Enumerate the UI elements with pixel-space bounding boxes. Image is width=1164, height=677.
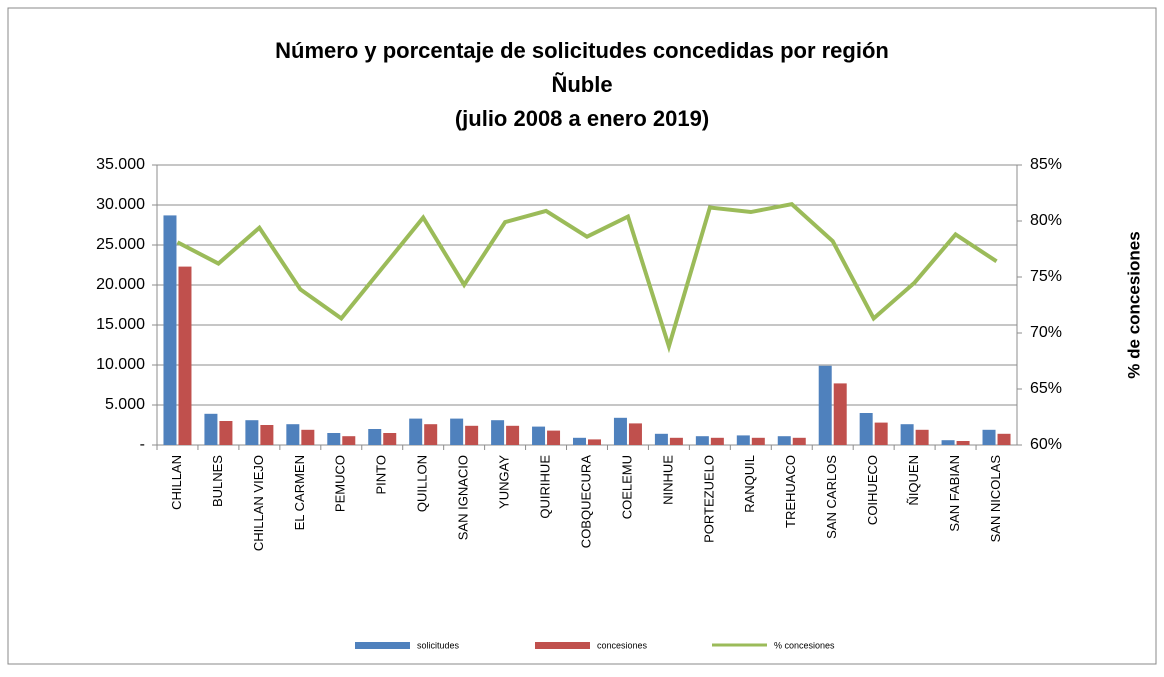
line xyxy=(176,202,998,354)
bar xyxy=(941,440,955,445)
bar xyxy=(695,436,709,445)
x-tick-label: BULNES xyxy=(210,455,225,507)
y2-tick-label: 85% xyxy=(1030,156,1062,173)
bar xyxy=(982,429,996,445)
bar xyxy=(163,215,177,445)
x-tick-label: PINTO xyxy=(374,455,389,495)
y-tick-label: 10.000 xyxy=(96,356,145,373)
bar xyxy=(613,417,627,445)
bar xyxy=(833,383,847,445)
bar xyxy=(900,424,914,445)
bar xyxy=(792,437,806,445)
legend-swatch xyxy=(535,642,590,649)
y2-tick-label: 65% xyxy=(1030,380,1062,397)
chart-title: (julio 2008 a enero 2019) xyxy=(455,106,709,131)
x-tick-label: EL CARMEN xyxy=(292,455,307,530)
x-tick-label: CHILLAN xyxy=(169,455,184,510)
y2-tick-label: 75% xyxy=(1030,268,1062,285)
bar xyxy=(859,413,873,445)
x-tick-label: COELEMU xyxy=(619,455,634,519)
bar xyxy=(532,426,546,445)
x-tick-label: RANQUIL xyxy=(742,455,757,513)
bar xyxy=(997,433,1011,445)
y-tick-label: 20.000 xyxy=(96,276,145,293)
bar xyxy=(818,365,832,445)
bar xyxy=(327,433,341,445)
y2-axis-label: % de concesiones xyxy=(1124,231,1143,378)
chart-frame xyxy=(7,7,1157,665)
bar xyxy=(260,425,274,445)
bar xyxy=(547,430,561,445)
x-tick-label: YUNGAY xyxy=(497,455,512,509)
bar xyxy=(465,425,479,445)
legend-label: concesiones xyxy=(597,640,648,650)
bar xyxy=(573,437,586,445)
x-tick-label: CHILLAN VIEJO xyxy=(251,455,266,551)
bar xyxy=(588,439,601,445)
legend-label: % concesiones xyxy=(774,640,835,650)
bar xyxy=(178,266,192,445)
x-tick-label: NINHUE xyxy=(660,455,675,505)
bar xyxy=(383,433,397,445)
x-tick-label: TREHUACO xyxy=(783,455,798,528)
x-tick-label: COIHUECO xyxy=(865,455,880,525)
bar xyxy=(710,437,724,445)
bar xyxy=(301,429,315,445)
y2-tick-label: 80% xyxy=(1030,212,1062,229)
bar xyxy=(874,422,888,445)
chart-title: Ñuble xyxy=(551,72,612,97)
bar xyxy=(409,418,423,445)
bar xyxy=(286,424,300,445)
legend-swatch xyxy=(355,642,410,649)
y-tick-label: 30.000 xyxy=(96,196,145,213)
bar xyxy=(736,435,750,445)
bar xyxy=(654,433,668,445)
bar xyxy=(628,423,642,445)
bar xyxy=(450,418,464,445)
x-tick-label: PORTEZUELO xyxy=(701,455,716,543)
bar xyxy=(245,420,259,445)
y-tick-label: - xyxy=(140,436,145,453)
y-tick-label: 35.000 xyxy=(96,156,145,173)
y2-tick-label: 70% xyxy=(1030,324,1062,341)
bar xyxy=(915,429,929,445)
chart-title: Número y porcentaje de solicitudes conce… xyxy=(275,38,889,63)
y-tick-label: 25.000 xyxy=(96,236,145,253)
bar xyxy=(777,436,791,445)
y-tick-label: 5.000 xyxy=(105,396,145,413)
y-tick-label: 15.000 xyxy=(96,316,145,333)
x-tick-label: PEMUCO xyxy=(333,455,348,512)
bar xyxy=(204,413,218,445)
legend-label: solicitudes xyxy=(417,640,460,650)
x-tick-label: SAN NICOLAS xyxy=(988,455,1003,543)
bar xyxy=(956,441,970,445)
x-tick-label: COBQUECURA xyxy=(578,455,593,549)
x-tick-label: QUIRIHUE xyxy=(537,455,552,519)
y2-tick-label: 60% xyxy=(1030,436,1062,453)
bar xyxy=(368,429,382,445)
bar xyxy=(342,436,356,445)
bar xyxy=(424,424,438,445)
bar xyxy=(219,421,233,445)
x-tick-label: SAN IGNACIO xyxy=(456,455,471,540)
x-tick-label: ÑIQUEN xyxy=(906,455,921,506)
bar xyxy=(751,437,765,445)
x-tick-label: QUILLON xyxy=(415,455,430,512)
x-tick-label: SAN FABIAN xyxy=(947,455,962,532)
bar xyxy=(669,437,683,445)
x-tick-label: SAN CARLOS xyxy=(824,455,839,539)
bar xyxy=(491,420,505,445)
bar xyxy=(506,425,520,445)
